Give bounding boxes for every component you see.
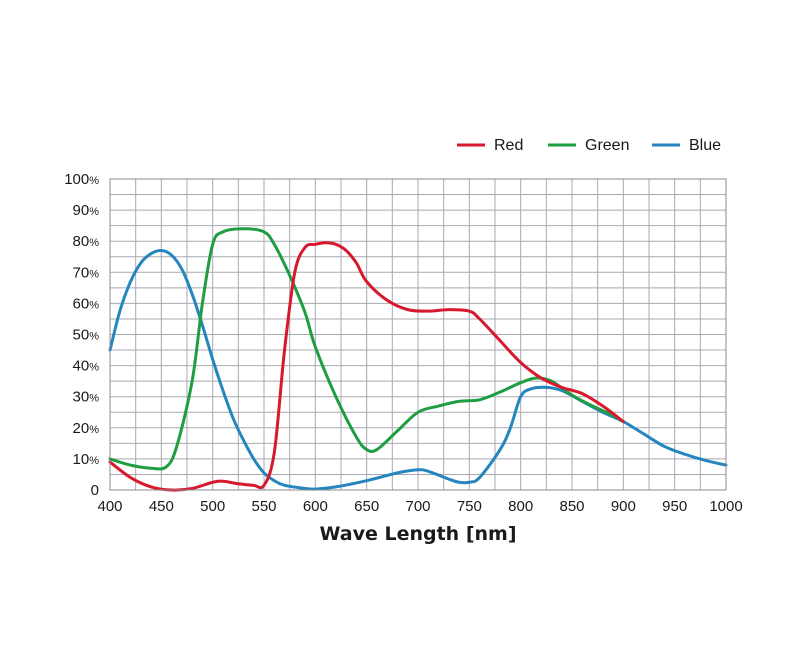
legend-label: Blue	[689, 137, 721, 154]
y-tick-value: 70	[73, 264, 90, 281]
y-tick-unit: %	[89, 268, 99, 280]
y-tick-value: 20	[73, 420, 90, 437]
x-tick-label: 600	[303, 498, 328, 515]
x-tick-label: 900	[611, 498, 636, 515]
y-tick-value: 40	[73, 358, 90, 375]
x-tick-label: 750	[457, 498, 482, 515]
y-axis-ticks: 010%20%30%40%50%60%70%80%90%100%	[64, 171, 99, 499]
legend-item-green: Green	[548, 137, 629, 154]
y-tick-unit: %	[89, 362, 99, 374]
y-tick-value: 100	[64, 171, 89, 188]
y-tick-unit: %	[89, 393, 99, 405]
y-tick-value: 30	[73, 389, 90, 406]
y-tick-unit: %	[89, 299, 99, 311]
y-tick-value: 0	[91, 482, 99, 499]
y-tick-label: 10%	[73, 451, 100, 468]
x-tick-label: 450	[149, 498, 174, 515]
y-tick-value: 60	[73, 295, 90, 312]
x-tick-label: 950	[662, 498, 687, 515]
legend: Red Green Blue	[457, 137, 721, 154]
y-tick-label: 50%	[73, 327, 100, 344]
y-tick-label: 70%	[73, 264, 100, 281]
y-tick-value: 80	[73, 233, 90, 250]
legend-label: Red	[494, 137, 523, 154]
legend-label: Green	[585, 137, 629, 154]
y-tick-label: 80%	[73, 233, 100, 250]
y-tick-label: 30%	[73, 389, 100, 406]
y-tick-label: 60%	[73, 295, 100, 312]
legend-item-blue: Blue	[652, 137, 721, 154]
x-axis-ticks: 400 450 500 550 600 650 700 750 800 850 900 950 1000	[97, 498, 742, 515]
x-tick-label: 400	[97, 498, 122, 515]
y-tick-label: 20%	[73, 420, 100, 437]
y-tick-unit: %	[89, 237, 99, 249]
x-tick-label: 800	[508, 498, 533, 515]
plot-frame	[109, 178, 727, 491]
x-tick-label: 500	[200, 498, 225, 515]
legend-item-red: Red	[457, 137, 523, 154]
x-tick-label: 1000	[709, 498, 742, 515]
y-tick-unit: %	[89, 424, 99, 436]
x-tick-label: 700	[405, 498, 430, 515]
x-tick-label: 650	[354, 498, 379, 515]
y-tick-label: 90%	[73, 202, 100, 219]
y-tick-label: 0	[91, 482, 99, 499]
y-tick-value: 10	[73, 451, 90, 468]
y-tick-unit: %	[89, 175, 99, 187]
y-tick-unit: %	[89, 455, 99, 467]
y-tick-label: 100%	[64, 171, 99, 188]
y-tick-unit: %	[89, 206, 99, 218]
series-line-green	[108, 227, 625, 471]
x-tick-label: 850	[559, 498, 584, 515]
series-lines	[108, 227, 728, 492]
x-tick-label: 550	[251, 498, 276, 515]
grid	[109, 178, 727, 491]
y-tick-value: 90	[73, 202, 90, 219]
y-tick-value: 50	[73, 327, 90, 344]
y-tick-unit: %	[89, 331, 99, 343]
series-line-red	[108, 241, 625, 492]
y-tick-label: 40%	[73, 358, 100, 375]
x-axis-label: Wave Length [nm]	[319, 523, 516, 545]
